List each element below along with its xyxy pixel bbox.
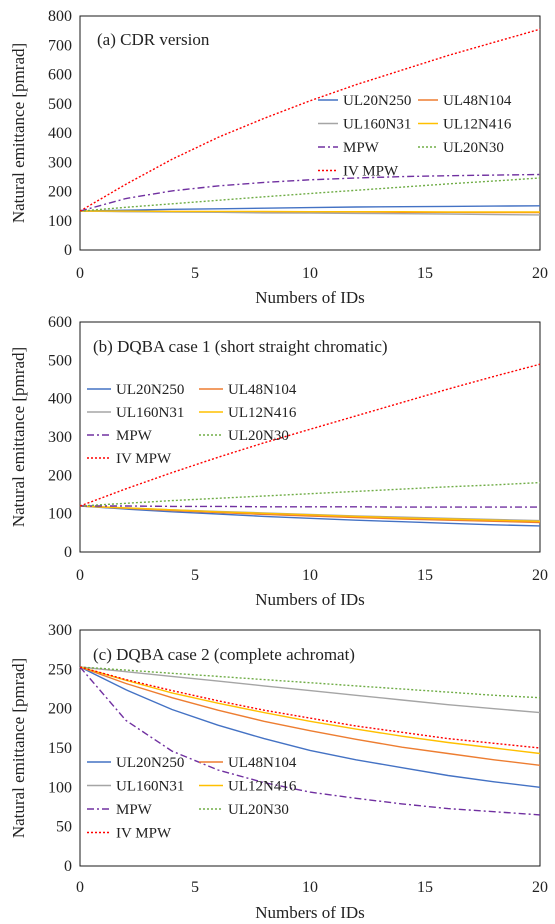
y-tick-label: 200 — [48, 467, 72, 484]
y-tick-label: 300 — [48, 154, 72, 171]
y-tick-label: 100 — [48, 779, 72, 796]
x-tick-label: 5 — [191, 265, 199, 282]
legend-label: UL20N30 — [443, 140, 504, 156]
series-line-mpw — [79, 666, 541, 816]
legend-label: UL48N104 — [228, 755, 297, 771]
y-tick-label: 700 — [48, 37, 72, 54]
y-tick-label: 0 — [64, 242, 72, 259]
legend-label: UL20N30 — [228, 428, 289, 444]
y-tick-label: 50 — [56, 819, 72, 836]
legend-label: MPW — [116, 802, 153, 818]
y-tick-label: 200 — [48, 184, 72, 201]
y-axis-label: Natural emittance [pmrad] — [9, 347, 28, 527]
series-line-ul20n250 — [79, 666, 541, 788]
x-tick-label: 15 — [417, 567, 433, 584]
x-tick-label: 20 — [532, 567, 548, 584]
x-tick-label: 10 — [302, 265, 318, 282]
panel-title: (c) DQBA case 2 (complete achromat) — [93, 645, 355, 664]
y-tick-label: 300 — [48, 622, 72, 639]
y-tick-label: 0 — [64, 858, 72, 875]
x-tick-label: 15 — [417, 265, 433, 282]
legend-label: MPW — [116, 428, 153, 444]
y-tick-label: 800 — [48, 8, 72, 25]
series-line-ul20n30 — [79, 177, 541, 212]
panel-title: (a) CDR version — [97, 30, 210, 49]
y-tick-label: 0 — [64, 544, 72, 561]
series-line-ul48n104 — [79, 666, 541, 766]
x-tick-label: 0 — [76, 879, 84, 896]
legend-label: UL160N31 — [116, 405, 184, 421]
x-tick-label: 5 — [191, 567, 199, 584]
y-axis-label: Natural emittance [pmrad] — [9, 43, 28, 223]
x-tick-label: 5 — [191, 879, 199, 896]
y-tick-label: 400 — [48, 125, 72, 142]
series-line-ul20n30 — [79, 481, 541, 507]
panel-title: (b) DQBA case 1 (short straight chromati… — [93, 337, 388, 356]
y-tick-label: 100 — [48, 506, 72, 523]
legend-label: MPW — [343, 140, 380, 156]
x-tick-label: 10 — [302, 879, 318, 896]
series-line-ul12n416 — [79, 666, 541, 755]
series-line-mpw — [80, 505, 540, 508]
y-tick-label: 500 — [48, 96, 72, 113]
plot-frame — [79, 321, 541, 553]
legend-label: UL160N31 — [116, 779, 184, 795]
series-line-mpw — [79, 173, 541, 212]
series-line-ul20n250 — [79, 505, 541, 527]
y-tick-label: 600 — [48, 67, 72, 84]
y-axis-label: Natural emittance [pmrad] — [9, 658, 28, 838]
x-axis-label: Numbers of IDs — [255, 903, 365, 922]
legend-label: UL12N416 — [228, 779, 297, 795]
legend: UL20N250 UL48N104 UL160N31 UL12N416 MPW UL20N… — [87, 755, 297, 842]
legend-label: IV MPW — [116, 451, 172, 467]
legend-label: UL20N250 — [116, 755, 184, 771]
chart-panel-1: 0 100 200 300 400 500 600 700 800 0 5 10 15 20 Numbers… — [9, 8, 548, 307]
y-tick-label: 500 — [48, 352, 72, 369]
series-line-iv-mpw — [79, 28, 541, 212]
y-tick-label: 200 — [48, 701, 72, 718]
series-line-iv-mpw — [79, 363, 541, 507]
x-tick-label: 0 — [76, 265, 84, 282]
y-tick-label: 150 — [48, 740, 72, 757]
legend: UL20N250 UL48N104 UL160N31 UL12N416 MPW UL20N… — [318, 93, 512, 180]
legend-label: UL12N416 — [228, 405, 297, 421]
x-tick-label: 15 — [417, 879, 433, 896]
series-line-ul12n416 — [80, 210, 540, 213]
x-tick-label: 10 — [302, 567, 318, 584]
legend-label: IV MPW — [116, 826, 172, 842]
legend-label: UL12N416 — [443, 117, 512, 133]
legend-label: UL20N30 — [228, 802, 289, 818]
x-axis-label: Numbers of IDs — [255, 288, 365, 307]
series-line-ul12n416 — [79, 505, 541, 522]
chart-panel-3: 0 50 100 150 200 250 300 0 5 10 15 20 Numbers of IDs… — [9, 622, 548, 922]
y-tick-label: 600 — [48, 314, 72, 331]
x-tick-label: 20 — [532, 265, 548, 282]
legend-label: UL48N104 — [228, 382, 297, 398]
x-axis-label: Numbers of IDs — [255, 590, 365, 609]
y-tick-label: 250 — [48, 661, 72, 678]
series-line-iv-mpw — [79, 666, 541, 749]
legend: UL20N250 UL48N104 UL160N31 UL12N416 MPW UL20N… — [87, 382, 297, 467]
y-tick-label: 400 — [48, 391, 72, 408]
legend-label: IV MPW — [343, 164, 399, 180]
legend-label: UL20N250 — [116, 382, 184, 398]
legend-label: UL20N250 — [343, 93, 411, 109]
plot-frame — [79, 15, 541, 251]
x-tick-label: 0 — [76, 567, 84, 584]
y-tick-label: 300 — [48, 429, 72, 446]
legend-label: UL160N31 — [343, 117, 411, 133]
plot-frame — [79, 629, 541, 867]
y-tick-label: 100 — [48, 213, 72, 230]
series-line-ul20n250 — [79, 205, 541, 212]
chart-panel-2: 0 100 200 300 400 500 600 0 5 10 15 20 Numbers of ID… — [9, 314, 548, 609]
legend-label: UL48N104 — [443, 93, 512, 109]
series-line-ul20n30 — [79, 666, 541, 699]
x-tick-label: 20 — [532, 879, 548, 896]
series-line-ul160n31 — [79, 666, 541, 714]
